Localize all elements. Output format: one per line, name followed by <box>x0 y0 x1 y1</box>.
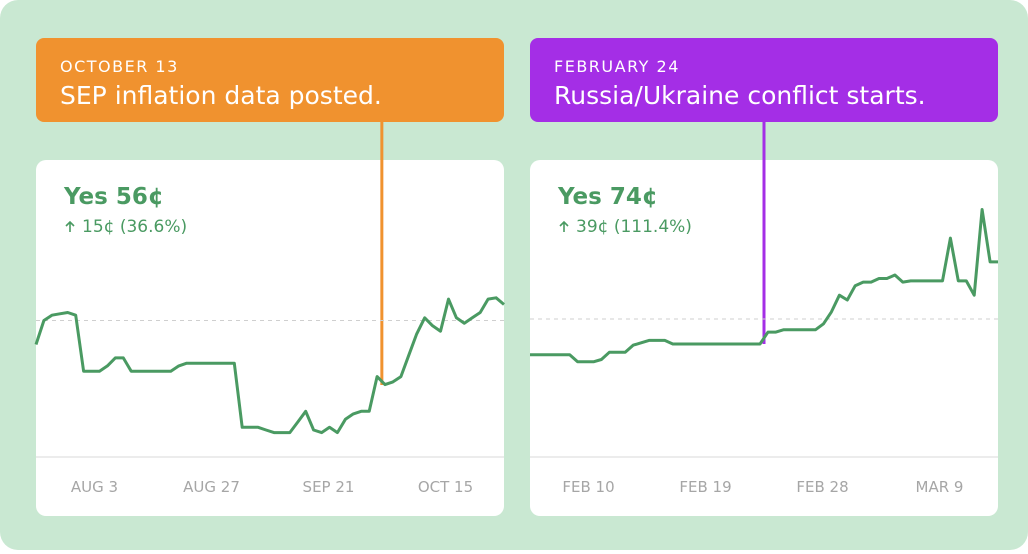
price-line <box>34 296 505 435</box>
annotation-date: FEBRUARY 24 <box>554 57 680 76</box>
x-tick-label: AUG 27 <box>183 478 240 496</box>
x-tick-label: MAR 9 <box>916 478 964 496</box>
price-change: 15¢ (36.6%) <box>82 217 187 237</box>
price-line <box>530 208 998 364</box>
up-arrow-icon <box>559 220 569 232</box>
x-tick-label: FEB 10 <box>562 478 614 496</box>
x-tick-label: FEB 19 <box>679 478 731 496</box>
card <box>36 160 504 516</box>
up-arrow-icon <box>65 220 75 232</box>
x-tick-label: FEB 28 <box>796 478 848 496</box>
price-title: Yes 56¢ <box>63 184 164 210</box>
price-title: Yes 74¢ <box>557 184 658 210</box>
annotation-box <box>36 38 504 122</box>
annotation-box <box>530 38 998 122</box>
x-tick-label: AUG 3 <box>71 478 118 496</box>
annotation-text: SEP inflation data posted. <box>60 81 382 110</box>
price-change: 39¢ (111.4%) <box>576 217 692 237</box>
x-tick-label: SEP 21 <box>303 478 355 496</box>
x-tick-label: OCT 15 <box>418 478 473 496</box>
annotation-date: OCTOBER 13 <box>60 57 179 76</box>
annotation-text: Russia/Ukraine conflict starts. <box>554 81 926 110</box>
